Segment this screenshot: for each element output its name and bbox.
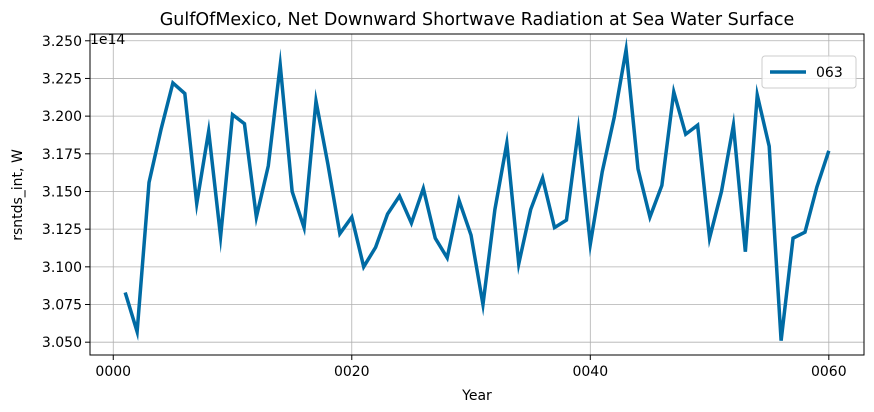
legend: 063 — [761, 55, 857, 89]
series-line-063 — [123, 37, 831, 341]
y-tick-label: 3.075 — [42, 298, 82, 314]
x-tick-label: 0000 — [95, 364, 131, 380]
legend-label-063: 063 — [816, 65, 843, 81]
plot-frame — [89, 33, 865, 356]
y-axis-label: rsntds_int, W — [10, 149, 26, 241]
y-tick-label: 3.250 — [42, 34, 82, 50]
x-tick-label: 0020 — [334, 364, 370, 380]
x-tick-label: 0040 — [572, 364, 608, 380]
grid-lines — [90, 34, 864, 355]
x-tick-label: 0060 — [811, 364, 847, 380]
axis-ticks: 0000 0020 0040 0060 3.050 3.075 3.100 3.125 3.15… — [42, 34, 847, 380]
chart-title: GulfOfMexico, Net Downward Shortwave Rad… — [160, 10, 795, 30]
y-offset-label: 1e14 — [90, 32, 125, 48]
y-tick-label: 3.225 — [42, 71, 82, 87]
y-tick-label: 3.200 — [42, 109, 82, 125]
y-tick-label: 3.100 — [42, 260, 82, 276]
y-tick-label: 3.125 — [42, 222, 82, 238]
y-tick-label: 3.150 — [42, 184, 82, 200]
series-layer — [123, 37, 831, 341]
y-tick-label: 3.175 — [42, 147, 82, 163]
legend-box — [761, 55, 857, 89]
x-axis-label: Year — [461, 388, 492, 404]
y-tick-label: 3.050 — [42, 335, 82, 351]
